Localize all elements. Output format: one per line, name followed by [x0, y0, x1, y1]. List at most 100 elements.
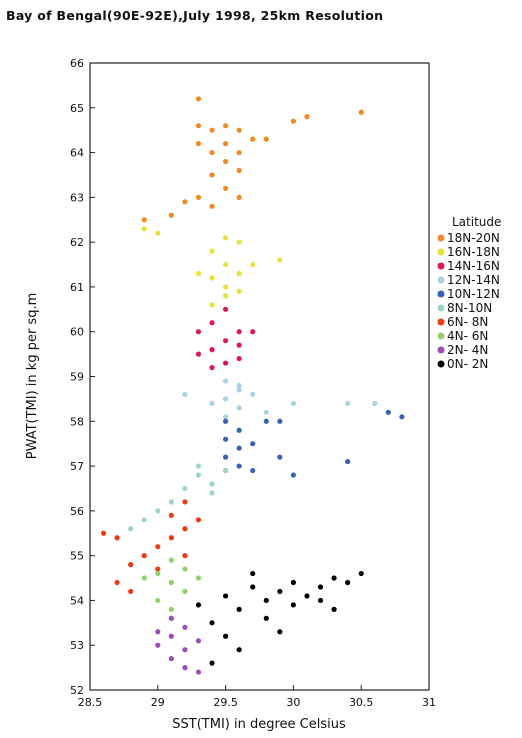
data-point	[250, 391, 256, 398]
data-point	[182, 647, 188, 653]
data-point	[331, 606, 337, 612]
data-point	[168, 633, 174, 639]
data-point	[155, 544, 161, 550]
data-point	[195, 575, 202, 581]
chart-title: Bay of Bengal(90E-92E),July 1998, 25km R…	[6, 8, 384, 23]
data-point	[236, 355, 242, 362]
data-point	[182, 553, 188, 559]
legend-label: 16N-18N	[447, 245, 500, 259]
data-point	[195, 638, 202, 644]
data-point	[209, 364, 215, 371]
data-point	[128, 526, 134, 532]
data-point	[168, 499, 174, 505]
data-point	[263, 418, 269, 424]
data-point	[182, 624, 188, 630]
legend-label: 18N-20N	[447, 231, 500, 245]
y-axis: 52 53 54 55 56 57 58 59 60 61 62 63 64 65 66	[70, 57, 95, 697]
x-tick-label: 31	[422, 696, 436, 709]
legend-label: 12N-14N	[447, 273, 500, 287]
data-point	[250, 467, 256, 474]
data-point	[168, 656, 174, 662]
legend-marker	[437, 304, 445, 312]
data-point	[223, 158, 229, 165]
data-point	[209, 203, 215, 209]
data-point	[331, 575, 337, 581]
data-point	[155, 566, 161, 572]
data-point	[236, 382, 242, 389]
legend-label: 2N- 4N	[447, 343, 488, 357]
data-point	[236, 167, 242, 174]
data-point	[345, 400, 351, 406]
data-point	[168, 535, 174, 541]
data-point	[236, 288, 242, 295]
data-point	[263, 597, 269, 604]
legend-marker	[437, 276, 445, 284]
data-point	[236, 342, 242, 348]
data-point	[195, 270, 202, 277]
data-point	[358, 109, 364, 115]
data-point	[372, 400, 378, 406]
data-point	[290, 579, 296, 586]
data-point	[209, 320, 215, 326]
data-point	[168, 557, 174, 563]
data-point	[290, 472, 296, 478]
data-point	[223, 633, 229, 639]
data-point	[223, 141, 229, 147]
data-point	[223, 360, 229, 366]
data-point	[317, 584, 324, 590]
y-tick-label: 63	[70, 191, 84, 204]
data-point	[195, 123, 202, 129]
data-point	[223, 396, 229, 402]
data-point	[290, 118, 296, 124]
data-point	[182, 391, 188, 398]
data-point	[304, 593, 310, 599]
data-point	[345, 458, 351, 465]
data-point	[277, 257, 283, 263]
y-tick-label: 58	[70, 415, 84, 428]
data-point	[155, 570, 161, 577]
data-point	[141, 226, 147, 232]
legend-marker	[437, 332, 445, 340]
data-point	[209, 347, 215, 353]
data-point	[223, 123, 229, 129]
data-point	[250, 261, 256, 268]
legend-marker	[437, 248, 445, 256]
y-tick-label: 60	[70, 326, 84, 339]
data-point	[277, 629, 283, 635]
data-point	[399, 414, 405, 420]
data-point	[182, 526, 188, 532]
x-axis-label: SST(TMI) in degree Celsius	[172, 717, 346, 732]
data-points	[100, 96, 405, 675]
data-point	[141, 553, 147, 559]
data-point	[195, 141, 202, 147]
data-point	[141, 517, 147, 523]
data-point	[236, 127, 242, 133]
data-point	[236, 463, 242, 469]
data-point	[277, 454, 283, 460]
y-tick-label: 57	[70, 460, 84, 473]
data-point	[128, 588, 134, 595]
data-point	[168, 212, 174, 218]
legend-label: 0N- 2N	[447, 357, 488, 371]
data-point	[182, 485, 188, 492]
y-tick-label: 56	[70, 505, 84, 518]
data-point	[195, 472, 202, 478]
legend-marker	[437, 360, 445, 368]
data-point	[195, 194, 202, 200]
data-point	[195, 517, 202, 523]
data-point	[128, 562, 134, 568]
data-point	[182, 588, 188, 595]
data-point	[223, 454, 229, 460]
x-tick-label: 29.5	[213, 696, 238, 709]
data-point	[223, 261, 229, 268]
data-point	[290, 400, 296, 406]
data-point	[100, 530, 107, 536]
legend-marker	[437, 318, 445, 326]
data-point	[209, 149, 215, 156]
y-axis-label: PWAT(TMI) in kg per sq.m	[25, 293, 40, 460]
data-point	[155, 230, 161, 236]
y-tick-label: 61	[70, 281, 84, 294]
data-point	[209, 481, 215, 487]
y-tick-label: 65	[70, 102, 84, 115]
